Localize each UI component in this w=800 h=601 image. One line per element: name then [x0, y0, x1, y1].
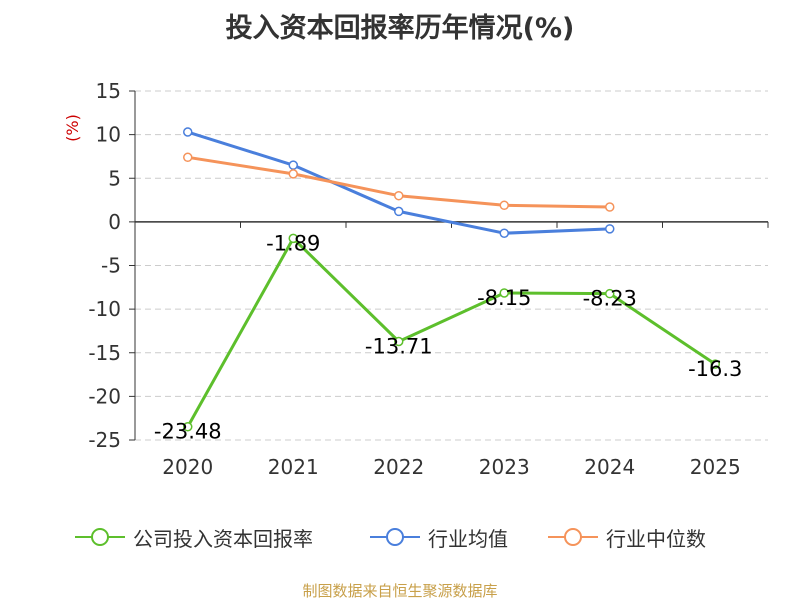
y-tick-label: -5 [101, 254, 121, 278]
y-tick-label: -15 [88, 341, 121, 365]
data-point-industry_avg [499, 228, 509, 238]
y-axis-label: (%) [63, 114, 82, 142]
x-tick-label: 2025 [690, 455, 741, 479]
data-point-company [605, 288, 615, 299]
data-point-industry_median [288, 169, 298, 179]
legend-marker-company [75, 528, 125, 546]
data-point-industry_median [499, 200, 509, 211]
x-tick-label: 2022 [373, 455, 424, 479]
x-tick-label: 2020 [162, 455, 213, 479]
legend: 公司投入资本回报率 行业均值 行业中位数 [0, 520, 800, 554]
x-tick-label: 2021 [268, 455, 319, 479]
data-label: -8.23 [583, 287, 637, 311]
legend-label-industry-median: 行业中位数 [606, 526, 706, 551]
chart-title: 投入资本回报率历年情况(%) [225, 13, 575, 44]
data-point-industry_avg [394, 206, 404, 217]
legend-marker-industry-avg [370, 528, 420, 546]
data-label: -16.3 [688, 357, 742, 381]
data-label: -1.89 [266, 231, 320, 255]
source-note: 制图数据来自恒生聚源数据库 [302, 582, 498, 600]
legend-label-company: 公司投入资本回报率 [133, 526, 313, 551]
y-tick-label: -20 [88, 384, 121, 408]
legend-item-industry-median[interactable]: 行业中位数 [548, 520, 706, 554]
series-line-company [186, 236, 717, 428]
x-tick-label: 2024 [584, 455, 635, 479]
y-tick-label: 15 [96, 79, 121, 103]
series-line-industry_avg [187, 130, 610, 235]
data-point-industry_median [394, 190, 404, 201]
legend-item-company[interactable]: 公司投入资本回报率 [75, 520, 313, 554]
data-point-company [394, 336, 404, 347]
legend-marker-industry-median [548, 528, 598, 546]
y-tick-label: -10 [88, 297, 121, 321]
data-point-industry_median [605, 202, 615, 212]
data-label: -13.71 [365, 334, 433, 358]
x-tick-label: 2023 [479, 455, 530, 479]
y-tick-label: 5 [108, 166, 121, 190]
data-point-company [710, 359, 720, 369]
y-tick-label: 0 [108, 210, 121, 234]
y-tick-label: -25 [88, 428, 121, 452]
data-point-industry_avg [183, 127, 193, 137]
data-label: -23.48 [154, 420, 222, 444]
data-point-industry_avg [288, 160, 298, 170]
data-point-company [183, 421, 193, 432]
data-label: -8.15 [477, 286, 531, 310]
data-point-company [288, 233, 298, 244]
y-tick-label: 10 [96, 123, 121, 147]
data-point-company [499, 288, 509, 298]
legend-item-industry-avg[interactable]: 行业均值 [370, 520, 508, 554]
data-point-industry_avg [605, 224, 615, 234]
legend-label-industry-avg: 行业均值 [428, 526, 508, 551]
data-point-industry_median [183, 152, 193, 163]
